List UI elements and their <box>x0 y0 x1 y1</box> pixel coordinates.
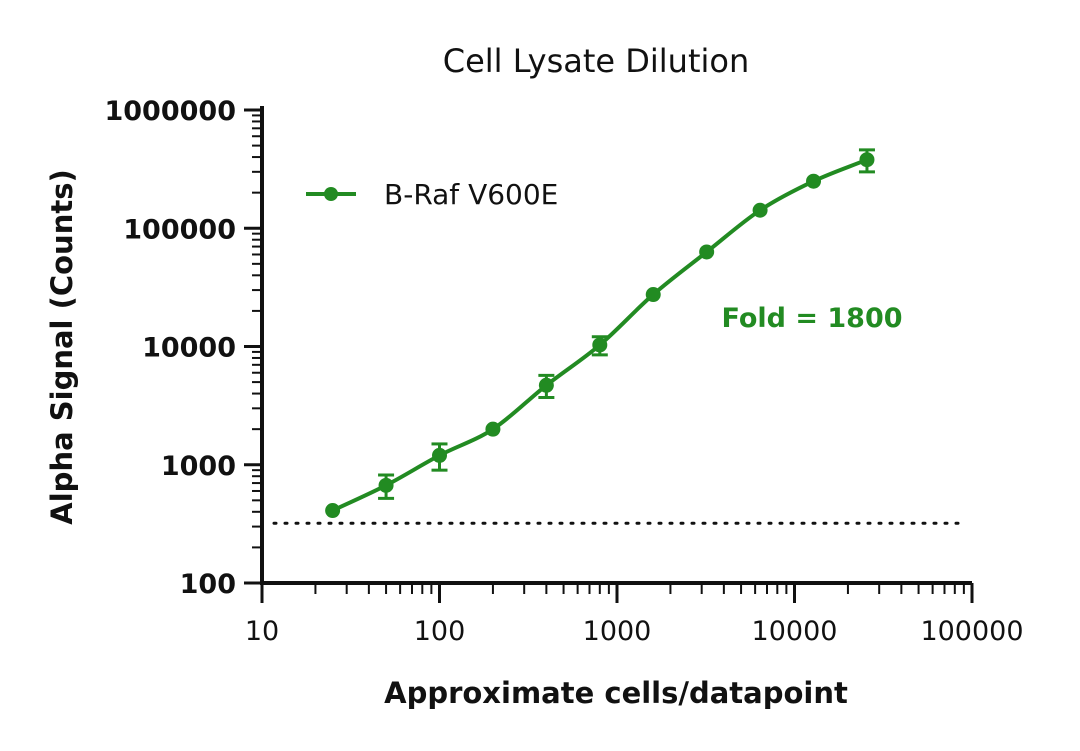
data-point <box>806 173 822 189</box>
x-tick-label: 100 <box>414 616 466 647</box>
data-point <box>378 477 394 493</box>
legend: B-Raf V600E <box>306 178 558 211</box>
chart-title: Cell Lysate Dilution <box>443 42 750 80</box>
y-tick-label: 100 <box>180 569 236 600</box>
x-axis-label: Approximate cells/datapoint <box>384 676 848 710</box>
x-tick-label: 10000 <box>752 616 838 647</box>
legend-label: B-Raf V600E <box>384 178 558 211</box>
legend-marker <box>324 187 338 201</box>
x-tick-label: 100000 <box>920 616 1023 647</box>
axes <box>260 106 972 585</box>
data-point <box>645 287 661 303</box>
y-tick-label: 1000000 <box>104 96 236 127</box>
data-point <box>752 202 768 218</box>
data-points <box>325 152 875 519</box>
y-tick-label: 10000 <box>142 333 236 364</box>
data-point <box>485 421 501 437</box>
data-point <box>432 447 447 463</box>
y-tick-label: 1000 <box>161 451 236 482</box>
fold-annotation: Fold = 1800 <box>721 303 902 334</box>
x-axis-ticks: 10 100 1000 10000 100000 <box>245 583 1024 647</box>
y-tick-label: 100000 <box>123 214 236 245</box>
data-point <box>592 337 608 353</box>
data-point <box>325 503 341 519</box>
x-tick-label: 1000 <box>583 616 652 647</box>
y-axis-ticks: 100 1000 10000 100000 1000000 <box>104 96 262 600</box>
data-point <box>699 244 715 260</box>
x-tick-label: 10 <box>245 616 279 647</box>
y-axis-label: Alpha Signal (Counts) <box>45 169 79 524</box>
data-point <box>859 152 875 168</box>
data-point <box>538 377 554 393</box>
fit-curve <box>331 157 868 513</box>
